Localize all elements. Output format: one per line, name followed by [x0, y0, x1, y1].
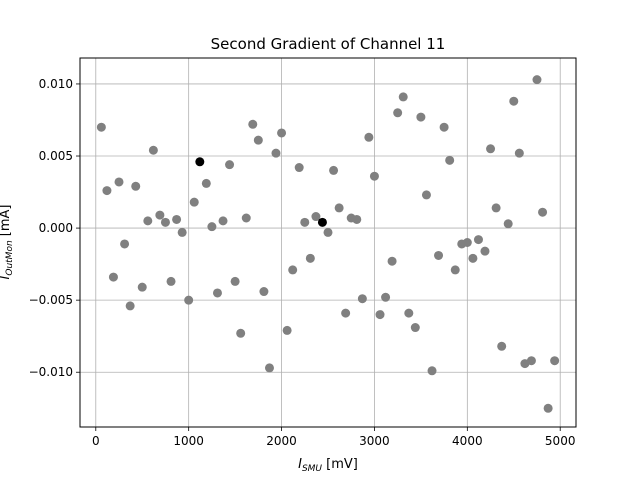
- x-tick-label: 4000: [452, 434, 483, 448]
- data-point: [96, 122, 106, 132]
- data-point: [102, 186, 112, 196]
- data-point: [253, 135, 263, 145]
- data-point: [248, 119, 258, 129]
- data-point: [329, 165, 339, 175]
- data-point: [230, 276, 240, 286]
- data-point: [300, 217, 310, 227]
- data-point: [207, 222, 217, 232]
- x-tick-label: 0: [92, 434, 100, 448]
- data-point: [148, 145, 158, 155]
- data-point: [393, 108, 403, 118]
- data-point: [108, 272, 118, 282]
- data-point: [218, 216, 228, 226]
- data-point: [357, 294, 367, 304]
- data-point: [131, 181, 141, 191]
- data-points: [96, 75, 560, 413]
- data-point: [543, 403, 553, 413]
- data-point: [491, 203, 501, 213]
- data-point: [282, 325, 292, 335]
- data-point: [509, 96, 519, 106]
- data-point: [271, 148, 281, 158]
- data-point: [503, 219, 513, 229]
- data-point: [137, 282, 147, 292]
- data-point: [381, 292, 391, 302]
- data-point: [375, 310, 385, 320]
- data-point: [398, 92, 408, 102]
- data-point: [166, 276, 176, 286]
- data-point: [155, 210, 165, 220]
- data-point: [352, 214, 362, 224]
- data-point: [317, 217, 327, 227]
- data-point: [468, 253, 478, 263]
- data-point: [341, 308, 351, 318]
- x-tick-label: 5000: [545, 434, 576, 448]
- data-point: [323, 227, 333, 237]
- data-point: [404, 308, 414, 318]
- data-point: [294, 163, 304, 173]
- data-point: [538, 207, 548, 217]
- data-point: [497, 341, 507, 351]
- data-point: [143, 216, 153, 226]
- y-tick-label: −0.010: [29, 365, 73, 379]
- data-point: [526, 356, 536, 366]
- grid: [80, 58, 576, 427]
- data-point: [288, 265, 298, 275]
- x-tick-label: 1000: [173, 434, 204, 448]
- data-point: [259, 287, 269, 297]
- data-point: [189, 197, 199, 207]
- data-point: [514, 148, 524, 158]
- data-point: [264, 363, 274, 373]
- data-point: [172, 214, 182, 224]
- data-point: [160, 217, 170, 227]
- data-point: [532, 75, 542, 85]
- data-point: [387, 256, 397, 266]
- data-point: [305, 253, 315, 263]
- data-point: [439, 122, 449, 132]
- x-tick-label: 2000: [266, 434, 297, 448]
- y-tick-label: 0.005: [39, 149, 73, 163]
- x-tick-label: 3000: [359, 434, 390, 448]
- y-tick-label: −0.005: [29, 293, 73, 307]
- axis-ticks: 0 1000 2000 3000 4000 5000 −0.010 −0.005 0.000 0.…: [29, 77, 576, 448]
- chart-title: Second Gradient of Channel 11: [211, 35, 446, 53]
- data-point: [311, 212, 321, 222]
- data-point: [120, 239, 130, 249]
- data-point: [201, 178, 211, 188]
- y-axis-label: IOutMon [mA]: [0, 205, 15, 280]
- data-point: [114, 177, 124, 187]
- data-point: [184, 295, 194, 305]
- data-point: [241, 213, 251, 223]
- data-point: [177, 227, 187, 237]
- data-point: [416, 112, 426, 122]
- data-point: [434, 250, 444, 260]
- data-point: [486, 144, 496, 154]
- data-point: [277, 128, 287, 138]
- data-point: [125, 301, 135, 311]
- data-point: [236, 328, 246, 338]
- x-axis-label: ISMU [mV]: [298, 457, 358, 474]
- data-point: [445, 155, 455, 165]
- y-tick-label: 0.010: [39, 77, 73, 91]
- plot-area-frame: [79, 57, 577, 428]
- data-point: [369, 171, 379, 181]
- data-point: [364, 132, 374, 142]
- data-point: [427, 366, 437, 376]
- data-point: [195, 157, 205, 167]
- data-point: [212, 288, 222, 298]
- data-point: [473, 235, 483, 245]
- data-point: [550, 356, 560, 366]
- data-point: [462, 238, 472, 247]
- data-point: [480, 246, 490, 256]
- y-tick-label: 0.000: [39, 221, 73, 235]
- data-point: [410, 323, 420, 333]
- data-point: [225, 160, 235, 170]
- data-point: [450, 265, 460, 275]
- data-point: [421, 190, 431, 200]
- data-point: [334, 203, 344, 213]
